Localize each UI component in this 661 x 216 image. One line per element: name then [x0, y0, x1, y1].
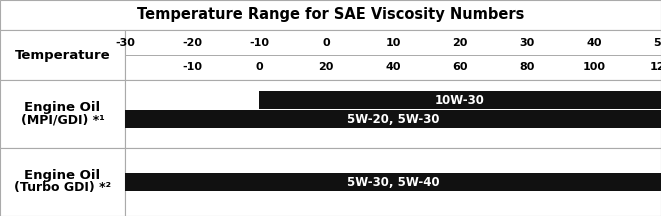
Text: -10: -10: [182, 62, 202, 73]
Text: -10: -10: [249, 38, 269, 48]
Text: (Turbo GDI) *²: (Turbo GDI) *²: [14, 181, 111, 194]
Bar: [259, 91, 661, 109]
Bar: [0, 148, 125, 216]
Text: 10: 10: [385, 38, 401, 48]
Text: 80: 80: [520, 62, 535, 73]
Text: 100: 100: [582, 62, 605, 73]
Text: -30: -30: [115, 38, 135, 48]
Text: (MPI/GDI) *¹: (MPI/GDI) *¹: [20, 113, 104, 127]
Bar: [0, 80, 125, 148]
Text: 30: 30: [520, 38, 535, 48]
Bar: [0, 0, 661, 30]
Text: 50: 50: [653, 38, 661, 48]
Text: 120: 120: [650, 62, 661, 73]
Bar: [125, 80, 661, 148]
Text: Engine Oil: Engine Oil: [24, 170, 100, 183]
Text: 5W-30, 5W-40: 5W-30, 5W-40: [346, 175, 440, 189]
Text: Engine Oil: Engine Oil: [24, 102, 100, 114]
Text: 40: 40: [385, 62, 401, 73]
Bar: [125, 110, 661, 129]
Text: 10W-30: 10W-30: [435, 94, 485, 107]
Text: 5W-20, 5W-30: 5W-20, 5W-30: [347, 113, 440, 126]
Text: -20: -20: [182, 38, 202, 48]
Text: Temperature Range for SAE Viscosity Numbers: Temperature Range for SAE Viscosity Numb…: [137, 8, 524, 22]
Bar: [125, 148, 661, 216]
Bar: [0, 30, 125, 80]
Text: 20: 20: [319, 62, 334, 73]
Text: 20: 20: [452, 38, 468, 48]
Text: 60: 60: [452, 62, 468, 73]
Text: 0: 0: [322, 38, 330, 48]
Bar: [125, 30, 661, 80]
Text: Temperature: Temperature: [15, 49, 110, 62]
Text: 40: 40: [586, 38, 602, 48]
Text: 0: 0: [255, 62, 263, 73]
Bar: [125, 173, 661, 191]
